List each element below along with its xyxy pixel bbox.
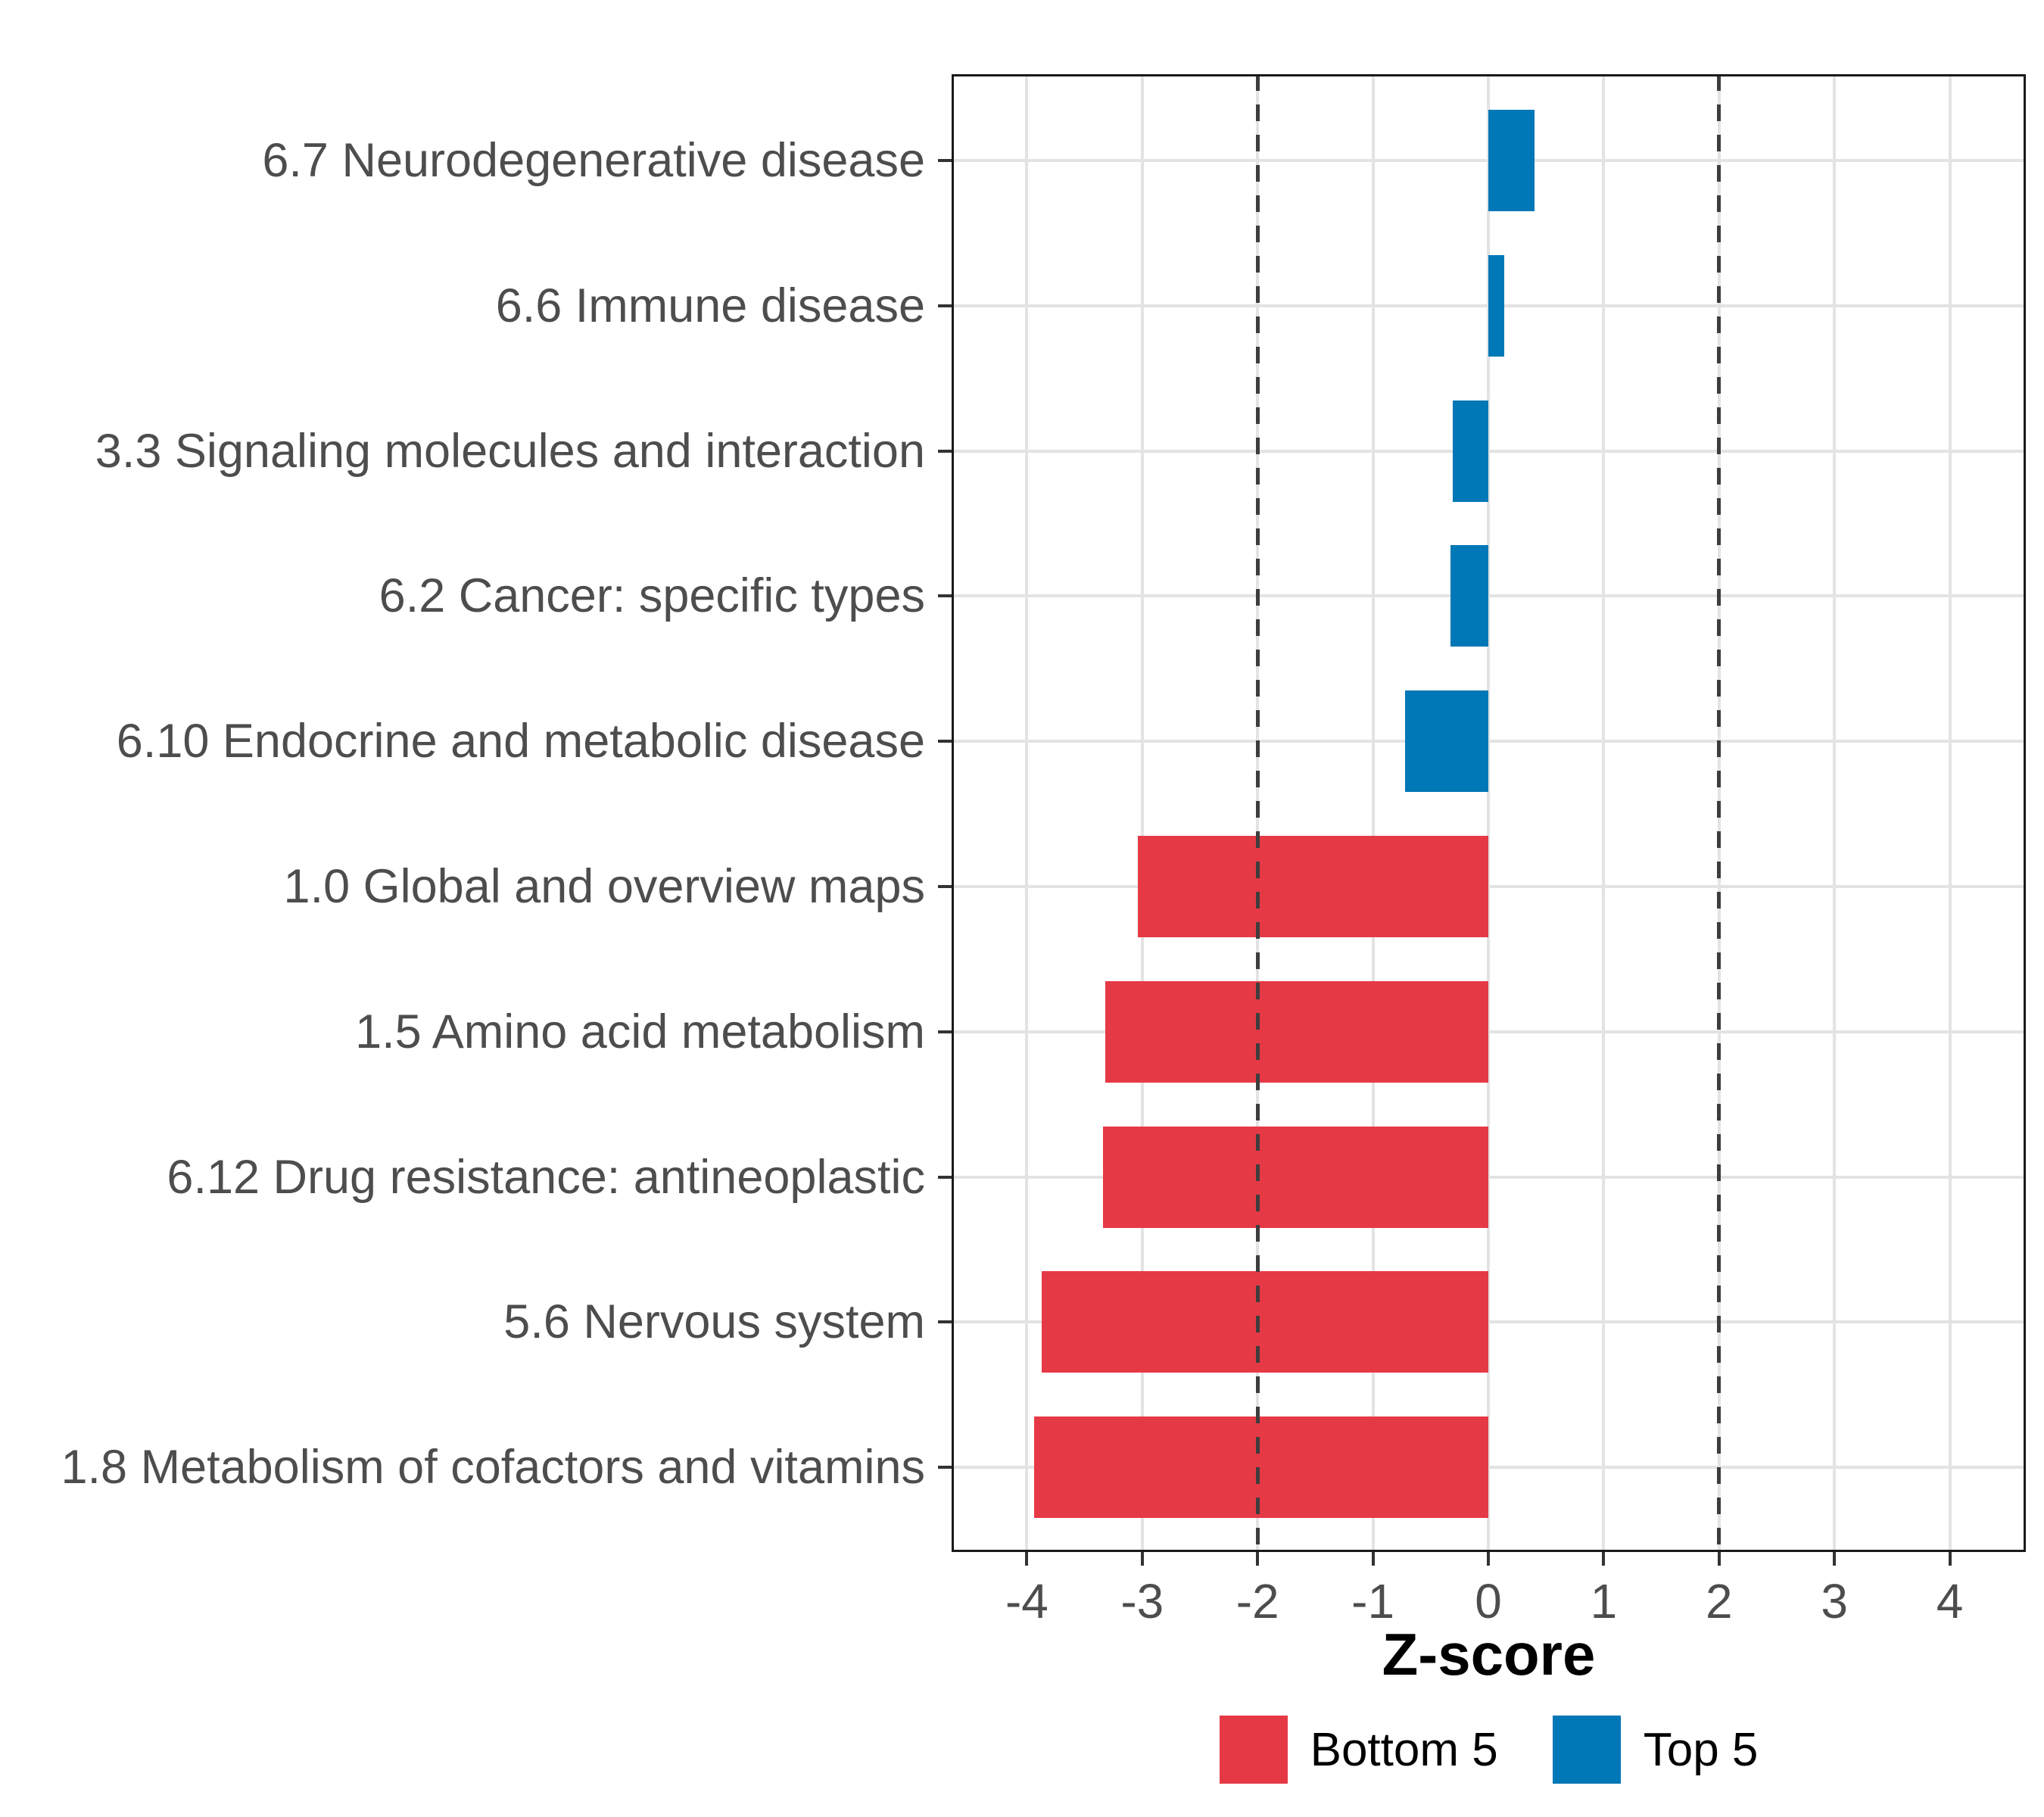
category-label: 1.5 Amino acid metabolism bbox=[355, 1005, 925, 1058]
gridline-vertical bbox=[1833, 74, 1837, 1552]
plot-panel bbox=[952, 74, 2026, 1552]
bar bbox=[1105, 980, 1488, 1083]
y-tick-mark bbox=[938, 304, 952, 307]
gridline-vertical bbox=[1487, 74, 1490, 1552]
legend: Bottom 5 Top 5 bbox=[952, 1716, 2026, 1784]
gridline-horizontal bbox=[952, 449, 2026, 453]
category-label: 6.7 Neurodegenerative disease bbox=[262, 134, 925, 187]
bar bbox=[1042, 1271, 1488, 1373]
y-tick-mark bbox=[938, 885, 952, 888]
bar bbox=[1488, 254, 1505, 357]
bar bbox=[1102, 1126, 1488, 1228]
x-tick-label: -1 bbox=[1351, 1574, 1395, 1628]
x-tick-label: 0 bbox=[1475, 1574, 1502, 1628]
reference-line bbox=[1255, 74, 1260, 1552]
x-tick-mark bbox=[1602, 1552, 1606, 1566]
bar bbox=[1488, 110, 1535, 211]
x-tick-mark bbox=[1487, 1552, 1490, 1566]
x-tick-mark bbox=[1371, 1552, 1375, 1566]
gridline-vertical bbox=[1602, 74, 1606, 1552]
gridline-horizontal bbox=[952, 594, 2026, 598]
legend-label-top5: Top 5 bbox=[1643, 1723, 1759, 1776]
bar bbox=[1033, 1417, 1488, 1519]
legend-label-bottom5: Bottom 5 bbox=[1310, 1723, 1498, 1776]
y-tick-mark bbox=[938, 1030, 952, 1033]
category-label: 6.10 Endocrine and metabolic disease bbox=[116, 715, 925, 768]
legend-item-bottom5: Bottom 5 bbox=[1219, 1716, 1498, 1784]
x-tick-label: 4 bbox=[1936, 1574, 1964, 1628]
legend-item-top5: Top 5 bbox=[1552, 1716, 1759, 1784]
category-label: 6.2 Cancer: specific types bbox=[379, 569, 925, 623]
gridline-vertical bbox=[1025, 74, 1029, 1552]
gridline-vertical bbox=[1140, 74, 1144, 1552]
y-tick-mark bbox=[938, 740, 952, 743]
gridline-horizontal bbox=[952, 1030, 2026, 1033]
x-tick-label: 1 bbox=[1590, 1574, 1618, 1628]
x-tick-label: -3 bbox=[1120, 1574, 1164, 1628]
y-tick-mark bbox=[938, 1175, 952, 1179]
bar bbox=[1452, 400, 1488, 502]
gridline-horizontal bbox=[952, 1466, 2026, 1469]
gridline-vertical bbox=[1948, 74, 1952, 1552]
y-tick-mark bbox=[938, 449, 952, 453]
category-label: 5.6 Nervous system bbox=[503, 1295, 925, 1349]
x-axis-title: Z-score bbox=[1382, 1621, 1596, 1688]
category-label: 3.3 Signaling molecules and interaction bbox=[95, 424, 925, 478]
x-tick-mark bbox=[1025, 1552, 1029, 1566]
x-tick-label: -4 bbox=[1005, 1574, 1048, 1628]
x-tick-mark bbox=[1256, 1552, 1260, 1566]
x-tick-label: 3 bbox=[1821, 1574, 1848, 1628]
bar bbox=[1450, 545, 1488, 647]
x-tick-mark bbox=[1717, 1552, 1721, 1566]
y-tick-mark bbox=[938, 1320, 952, 1324]
gridline-horizontal bbox=[952, 1175, 2026, 1179]
y-tick-mark bbox=[938, 159, 952, 162]
x-tick-mark bbox=[1948, 1552, 1952, 1566]
reference-line bbox=[1717, 74, 1722, 1552]
x-tick-label: -2 bbox=[1235, 1574, 1279, 1628]
bar bbox=[1137, 836, 1488, 937]
gridline-horizontal bbox=[952, 885, 2026, 888]
x-tick-mark bbox=[1140, 1552, 1144, 1566]
gridline-vertical bbox=[1371, 74, 1375, 1552]
category-label: 1.0 Global and overview maps bbox=[283, 860, 925, 913]
x-tick-mark bbox=[1833, 1552, 1837, 1566]
legend-swatch-bottom5 bbox=[1219, 1716, 1288, 1784]
category-label: 6.12 Drug resistance: antineoplastic bbox=[167, 1150, 925, 1204]
bar bbox=[1405, 690, 1488, 793]
gridline-horizontal bbox=[952, 740, 2026, 743]
legend-swatch-top5 bbox=[1552, 1716, 1621, 1784]
y-tick-mark bbox=[938, 594, 952, 598]
x-tick-label: 2 bbox=[1706, 1574, 1733, 1628]
category-label: 1.8 Metabolism of cofactors and vitamins bbox=[61, 1441, 925, 1494]
gridline-horizontal bbox=[952, 1320, 2026, 1324]
y-tick-mark bbox=[938, 1466, 952, 1469]
category-label: 6.6 Immune disease bbox=[495, 279, 925, 332]
